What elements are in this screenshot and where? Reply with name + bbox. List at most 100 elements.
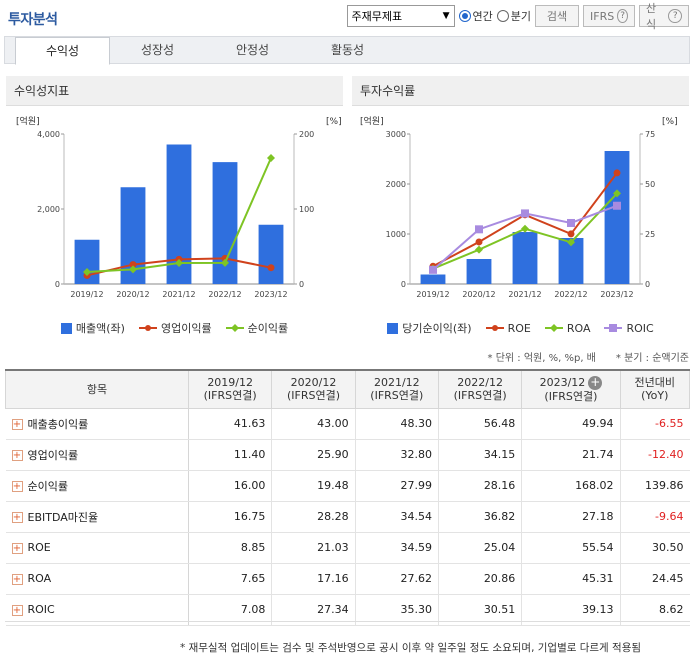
y2-tick-label: 75 xyxy=(645,130,655,139)
tab-profitability[interactable]: 수익성 xyxy=(15,37,110,65)
data-point[interactable] xyxy=(267,153,275,162)
legend-item-op-margin[interactable]: 영업이익률 xyxy=(138,320,212,336)
data-point[interactable] xyxy=(475,225,483,234)
data-point[interactable] xyxy=(475,238,483,246)
legend-item-roic[interactable]: ROIC xyxy=(604,320,654,336)
tab-activity[interactable]: 활동성 xyxy=(330,43,365,57)
data-point[interactable] xyxy=(521,224,529,233)
quarter-note: * 분기 : 순액기준 xyxy=(615,353,689,364)
x-tick-label: 2022/12 xyxy=(554,290,587,299)
y-tick-label: 1000 xyxy=(386,230,406,239)
row-label-cell[interactable]: + 매출총이익률 xyxy=(5,408,189,440)
header-sublabel: (IFRS연결) xyxy=(453,389,507,403)
expand-icon[interactable]: + xyxy=(11,542,23,554)
y2-tick-label: 200 xyxy=(299,130,314,139)
expand-icon[interactable]: + xyxy=(11,419,23,430)
table-cell: 25.04 xyxy=(438,532,523,564)
radio-quarter[interactable]: 분기 xyxy=(496,8,531,24)
formula-button[interactable]: 산식? xyxy=(639,2,689,31)
legend-line-icon xyxy=(225,324,244,332)
data-point[interactable] xyxy=(475,245,483,254)
expand-icon[interactable]: + xyxy=(11,512,23,523)
data-point[interactable] xyxy=(613,189,621,198)
table-cell: 17.16 xyxy=(271,563,356,595)
data-point[interactable] xyxy=(567,238,575,247)
table-cell: 28.16 xyxy=(438,470,523,502)
table-cell: 27.34 xyxy=(271,594,356,626)
data-point[interactable] xyxy=(567,218,575,227)
add-column-icon[interactable]: + xyxy=(588,375,603,390)
x-tick-label: 2021/12 xyxy=(508,290,541,299)
x-tick-label: 2020/12 xyxy=(116,290,149,299)
x-tick-label: 2022/12 xyxy=(208,290,241,299)
row-label-cell[interactable]: + ROE xyxy=(5,532,189,564)
x-tick-label: 2023/12 xyxy=(600,290,633,299)
header-col-yoy: 전년대비 (YoY) xyxy=(619,369,691,409)
table-cell: -9.64 xyxy=(620,501,690,533)
data-point[interactable] xyxy=(221,258,229,267)
tab-stability[interactable]: 안정성 xyxy=(235,43,270,57)
table-cell: 7.08 xyxy=(188,594,273,626)
chart-legend: 매출액(좌) 영업이익률 순이익률 xyxy=(6,320,343,336)
bar[interactable] xyxy=(420,274,446,285)
legend-label: 당기순이익(좌) xyxy=(402,322,472,335)
header-sublabel: (IFRS연결) xyxy=(203,389,257,403)
legend-item-roa[interactable]: ROA xyxy=(544,320,591,336)
bar[interactable] xyxy=(512,232,538,284)
row-label-cell[interactable]: + EBITDA마진율 xyxy=(5,501,189,533)
row-label: 영업이익률 xyxy=(27,448,79,462)
data-point[interactable] xyxy=(567,230,575,238)
y2-tick-label: 25 xyxy=(645,230,655,239)
data-point[interactable] xyxy=(129,265,137,274)
header-sublabel: (IFRS연결) xyxy=(544,389,598,403)
statement-select[interactable]: 주재무제표 ▼ xyxy=(346,5,455,27)
ifrs-button[interactable]: IFRS? xyxy=(583,5,635,27)
header-label: 2023/12 xyxy=(539,375,586,389)
bar[interactable] xyxy=(466,259,492,284)
row-label-cell[interactable]: + 순이익률 xyxy=(5,470,189,502)
row-label-cell[interactable]: + ROA xyxy=(5,563,189,595)
y2-tick-label: 50 xyxy=(645,180,655,189)
legend-label: 순이익률 xyxy=(247,322,289,335)
y-tick-label: 2,000 xyxy=(37,205,60,214)
row-label: EBITDA마진율 xyxy=(27,510,99,524)
data-point[interactable] xyxy=(613,169,621,177)
table-row: + ROE 8.85 21.03 34.59 25.04 55.54 30.50 xyxy=(5,532,690,564)
data-point[interactable] xyxy=(83,268,91,276)
legend-item-sales[interactable]: 매출액(좌) xyxy=(60,320,125,336)
table-cell: 21.03 xyxy=(271,532,356,564)
table-row: + ROA 7.65 17.16 27.62 20.86 45.31 24.45 xyxy=(5,563,690,595)
data-point[interactable] xyxy=(175,259,183,268)
header-label: 전년대비 xyxy=(634,376,676,390)
expand-icon[interactable]: + xyxy=(11,573,23,585)
legend-line-icon xyxy=(138,325,157,331)
radio-annual[interactable]: 연간 xyxy=(458,8,493,24)
header-col: 2023/12 + (IFRS연결) xyxy=(521,369,621,409)
bar[interactable] xyxy=(258,224,284,284)
data-point[interactable] xyxy=(267,264,275,272)
expand-icon[interactable]: + xyxy=(11,450,23,461)
data-point[interactable] xyxy=(613,201,621,210)
data-point[interactable] xyxy=(129,261,137,269)
expand-icon[interactable]: + xyxy=(11,604,23,616)
legend-item-roe[interactable]: ROE xyxy=(485,320,531,336)
table-row: + 순이익률 16.00 19.48 27.99 28.16 168.02 139.86 xyxy=(5,470,690,502)
legend-item-net-margin[interactable]: 순이익률 xyxy=(225,320,289,336)
row-label-cell[interactable]: + 영업이익률 xyxy=(5,439,189,471)
legend-swatch-bar xyxy=(60,322,72,334)
table-row: + 매출총이익률 41.63 43.00 48.30 56.48 49.94 -6.55 xyxy=(5,408,690,440)
row-label-cell[interactable]: + ROIC xyxy=(5,594,189,626)
data-point[interactable] xyxy=(429,265,437,274)
statement-select-value: 주재무제표 xyxy=(351,10,403,23)
y-tick-label: 2000 xyxy=(386,180,406,189)
y-tick-label: 3000 xyxy=(386,130,406,139)
legend-label: ROA xyxy=(566,321,591,335)
search-button[interactable]: 검색 xyxy=(535,5,579,27)
x-tick-label: 2021/12 xyxy=(162,290,195,299)
search-button-label: 검색 xyxy=(546,10,568,23)
tab-growth[interactable]: 성장성 xyxy=(140,43,175,57)
legend-item-net-income[interactable]: 당기순이익(좌) xyxy=(387,320,472,336)
expand-icon[interactable]: + xyxy=(11,481,23,492)
data-point[interactable] xyxy=(521,209,529,218)
legend-label: 매출액(좌) xyxy=(75,322,125,335)
